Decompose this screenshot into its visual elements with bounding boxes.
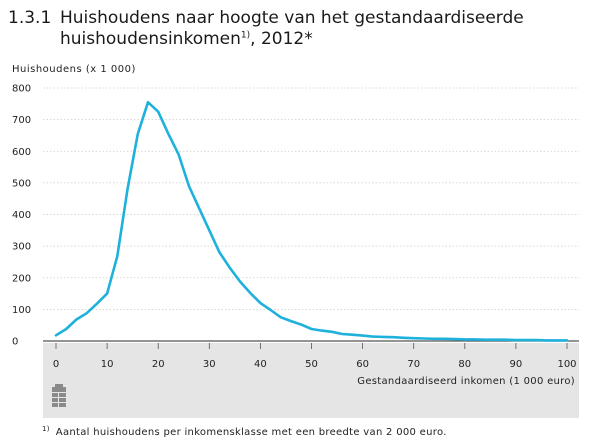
title-line-1: Huishoudens naar hoogte van het gestanda… (60, 8, 524, 28)
footnote: 1) Aantal huishoudens per inkomensklasse … (42, 425, 447, 438)
x-tick-label: 40 (254, 359, 267, 370)
title-line-2: huishoudensinkomen1), 2012* (60, 29, 583, 50)
y-tick-label: 0 (12, 337, 18, 348)
x-tick-label: 100 (557, 359, 576, 370)
title-number: 1.3.1 (8, 8, 52, 28)
y-tick-label: 400 (12, 210, 31, 221)
y-tick-label: 800 (12, 84, 31, 95)
x-tick-label: 70 (407, 359, 420, 370)
title-line-2-tail: , 2012* (250, 29, 313, 49)
table-icon[interactable] (52, 384, 66, 407)
x-tick-label: 20 (152, 359, 165, 370)
series-line (54, 100, 569, 342)
y-axis-ticks: 0 100 200 300 400 500 600 700 800 (12, 84, 31, 348)
x-tick-label: 0 (53, 359, 59, 370)
y-tick-label: 700 (12, 115, 31, 126)
x-tick-label: 10 (101, 359, 114, 370)
x-axis-band (43, 343, 579, 418)
x-tick-label: 80 (458, 359, 471, 370)
footnote-text: Aantal huishoudens per inkomensklasse me… (55, 427, 447, 438)
x-tick-label: 50 (305, 359, 318, 370)
x-axis-ticks: 0 10 20 30 40 50 60 70 80 90 100 (53, 343, 577, 370)
footnote-marker: 1) (42, 425, 50, 433)
x-tick-label: 60 (356, 359, 369, 370)
title-line-2-main: huishoudensinkomen (60, 29, 241, 49)
y-tick-label: 300 (12, 242, 31, 253)
x-tick-label: 30 (203, 359, 216, 370)
y-tick-label: 600 (12, 147, 31, 158)
y-axis-label: Huishoudens (x 1 000) (12, 64, 136, 75)
y-tick-label: 200 (12, 273, 31, 284)
chart-title: 1.3.1 Huishoudens naar hoogte van het ge… (8, 8, 583, 50)
x-tick-label: 90 (510, 359, 523, 370)
x-axis-label: Gestandaardiseerd inkomen (1 000 euro) (357, 376, 575, 387)
title-footnote-marker: 1) (240, 30, 251, 41)
y-tick-label: 500 (12, 178, 31, 189)
y-tick-label: 100 (12, 305, 31, 316)
